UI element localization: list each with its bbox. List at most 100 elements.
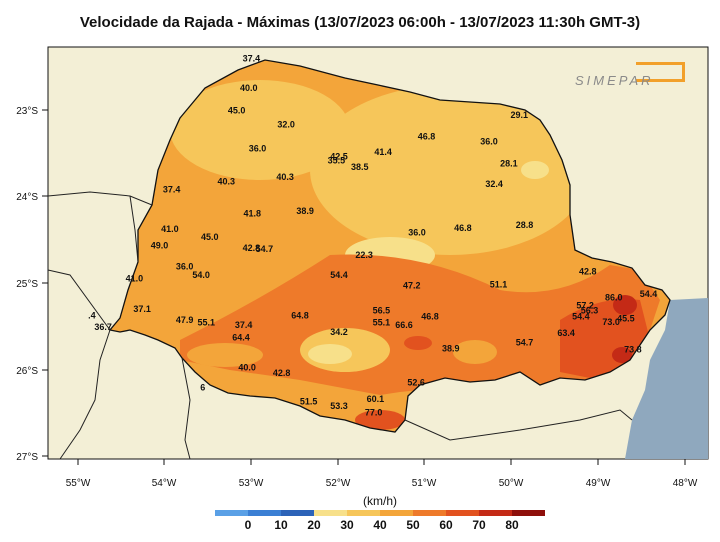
station-value-label: .4: [88, 311, 96, 321]
colorbar-swatch: [314, 510, 347, 516]
logo-text: SIMEPAR: [575, 73, 654, 88]
station-value-label: 37.4: [235, 320, 253, 330]
ocean: [625, 298, 708, 459]
station-value-label: 42.8: [579, 267, 597, 277]
station-value-label: 41.0: [161, 224, 179, 234]
station-value-label: 54.7: [256, 244, 274, 254]
station-value-label: 6: [200, 383, 205, 393]
station-value-label: 36.0: [480, 137, 498, 147]
station-value-label: 36.0: [176, 261, 194, 271]
colorbar-swatch: [380, 510, 413, 516]
simepar-logo: SIMEPAR: [575, 62, 697, 88]
station-value-label: 46.8: [421, 312, 439, 322]
lon-label: 51°W: [412, 478, 437, 489]
colorbar-tick-label: 50: [406, 518, 420, 532]
colorbar-swatch: [347, 510, 380, 516]
colorbar-swatch: [512, 510, 545, 516]
neighbor-borders: [47, 191, 633, 460]
station-value-label: 42.8: [273, 368, 291, 378]
station-value-label: 63.4: [557, 328, 575, 338]
station-value-label: 36.7: [94, 322, 112, 332]
colorbar-tick-label: 10: [274, 518, 288, 532]
lon-labels: 55°W 54°W 53°W 52°W 51°W 50°W 49°W 48°W: [66, 478, 698, 489]
station-value-label: 34.2: [330, 327, 348, 337]
colorbar-swatch: [248, 510, 281, 516]
station-value-label: 41.4: [374, 147, 392, 157]
station-value-label: 46.8: [418, 131, 436, 141]
colorbar: [215, 510, 545, 516]
station-value-label: 41.0: [126, 274, 144, 284]
station-value-label: 36.0: [249, 144, 267, 154]
lon-label: 52°W: [326, 478, 351, 489]
colorbar-ticks: 0 10 20 30 40 50 60 70 80: [215, 518, 545, 538]
lon-label: 49°W: [586, 478, 611, 489]
station-value-label: 47.9: [176, 315, 194, 325]
axis-ticks: [42, 109, 686, 465]
colorbar-tick-label: 20: [307, 518, 321, 532]
station-value-label: 42.8: [243, 243, 261, 253]
station-value-label: 60.1: [367, 394, 385, 404]
station-value-label: 47.2: [403, 280, 421, 290]
station-value-label: 66.6: [395, 320, 413, 330]
station-value-label: 41.8: [244, 209, 262, 219]
lon-label: 50°W: [499, 478, 524, 489]
station-value-label: 40.3: [218, 177, 236, 187]
station-value-label: 86.0: [605, 293, 623, 303]
station-value-label: 42.5: [330, 151, 348, 161]
colorbar-swatch: [215, 510, 248, 516]
colorbar-swatch: [479, 510, 512, 516]
map-title: Velocidade da Rajada - Máximas (13/07/20…: [79, 14, 641, 31]
station-value-label: 54.7: [516, 338, 534, 348]
lat-label: 25°S: [16, 279, 38, 290]
station-value-label: 45.5: [617, 313, 635, 323]
lon-label: 53°W: [239, 478, 264, 489]
station-value-label: 37.4: [243, 54, 261, 64]
station-value-label: 51.5: [300, 396, 318, 406]
station-value-label: 55.1: [373, 318, 391, 328]
station-value-label: 28.1: [500, 158, 518, 168]
colorbar-tick-label: 70: [472, 518, 486, 532]
colorbar-swatch: [281, 510, 314, 516]
colorbar-tick-label: 0: [244, 518, 252, 532]
station-value-label: 22.3: [355, 250, 373, 260]
station-value-label: 38.9: [296, 206, 314, 216]
station-value-label: 37.4: [163, 184, 181, 194]
lat-label: 27°S: [16, 452, 38, 463]
station-value-label: 51.1: [490, 280, 508, 290]
station-value-label: 54.4: [572, 312, 590, 322]
station-labels: 37.4 40.0 45.0 32.0 29.1 46.8 36.0 41.4 42.535.5…: [88, 54, 657, 418]
station-value-label: 54.4: [640, 289, 658, 299]
station-value-label: 40.0: [238, 363, 256, 373]
lat-label: 26°S: [16, 366, 38, 377]
station-value-label: 73.8: [624, 345, 642, 355]
station-value-label: 28.8: [516, 220, 534, 230]
station-value-label: 37.1: [133, 304, 151, 314]
colorbar-tick-label: 60: [439, 518, 453, 532]
station-value-label: 64.8: [291, 311, 309, 321]
colorbar-tick-label: 80: [505, 518, 519, 532]
station-value-label: 36.0: [408, 228, 426, 238]
station-value-label: 38.5: [351, 162, 369, 172]
station-value-label: 56.3: [581, 306, 599, 316]
station-value-label: 54.0: [192, 270, 210, 280]
colorbar-tick-label: 40: [373, 518, 387, 532]
station-value-label: 45.0: [228, 106, 246, 116]
station-value-label: 55.1: [198, 318, 216, 328]
colorbar-swatch: [413, 510, 446, 516]
lat-label: 23°S: [16, 106, 38, 117]
station-value-label: 56.5: [373, 306, 391, 316]
station-value-label: 40.3: [276, 172, 294, 182]
lat-label: 24°S: [16, 192, 38, 203]
state-border: [108, 59, 671, 433]
station-value-label: 40.0: [240, 83, 258, 93]
station-value-label: 57.2: [576, 300, 594, 310]
lon-label: 55°W: [66, 478, 91, 489]
colorbar-unit: (km/h): [363, 494, 397, 508]
lon-label: 54°W: [152, 478, 177, 489]
station-value-label: 73.0: [602, 317, 620, 327]
station-value-label: 35.5: [328, 156, 346, 166]
station-value-label: 46.8: [454, 223, 472, 233]
colorbar-swatch: [446, 510, 479, 516]
station-value-label: 29.1: [511, 110, 529, 120]
